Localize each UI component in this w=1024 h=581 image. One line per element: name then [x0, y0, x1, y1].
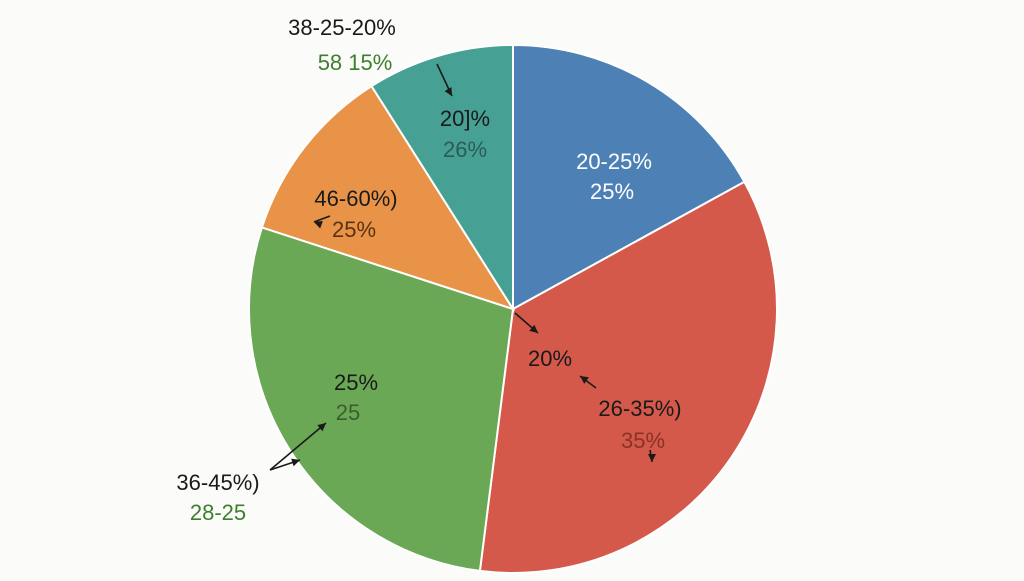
slice-label-red-1: 26-35%)	[598, 396, 681, 421]
slice-label-blue-0: 20-25%	[576, 149, 652, 174]
pie-slice-red	[478, 180, 778, 574]
pie-slice-teal	[370, 43, 514, 313]
arrow-green	[269, 422, 327, 471]
slice-label-teal-0: 20]%	[440, 106, 490, 131]
slice-label-orange-1: 25%	[332, 217, 376, 242]
pie-slice-blue	[512, 43, 746, 311]
arrow-red-inner-head	[529, 324, 538, 333]
arrow-teal-head	[444, 87, 452, 96]
slice-label-green-2: 36-45%)	[176, 470, 259, 495]
slice-labels: 20-25% 25% 20% 26-35%) 35% 25% 25 36-45%) 28-25 4…	[176, 15, 681, 525]
arrow-orange-head	[314, 220, 323, 229]
slice-label-green-0: 25%	[334, 370, 378, 395]
pie-slices	[248, 43, 778, 574]
slice-label-orange-0: 46-60%)	[314, 186, 397, 211]
arrow-red-mid-head	[580, 376, 589, 384]
annotation-arrows	[269, 63, 656, 471]
slice-label-red-0: 20%	[528, 346, 572, 371]
slice-label-teal-3: 58 15%	[318, 50, 393, 75]
pie-slice-green	[248, 226, 515, 573]
arrow-orange	[313, 215, 331, 223]
slice-label-teal-1: 26%	[443, 137, 487, 162]
slice-label-red-2: 35%	[621, 428, 665, 453]
slice-label-green-3: 28-25	[190, 500, 246, 525]
arrow-red-outer-head	[648, 454, 656, 462]
arrow-green-2-head	[291, 458, 300, 467]
slice-label-blue-1: 25%	[590, 179, 634, 204]
slice-label-green-1: 25	[336, 400, 360, 425]
pie-slice-orange	[260, 84, 516, 311]
slice-label-teal-2: 38-25-20%	[288, 15, 396, 40]
arrow-green-head	[317, 423, 326, 432]
